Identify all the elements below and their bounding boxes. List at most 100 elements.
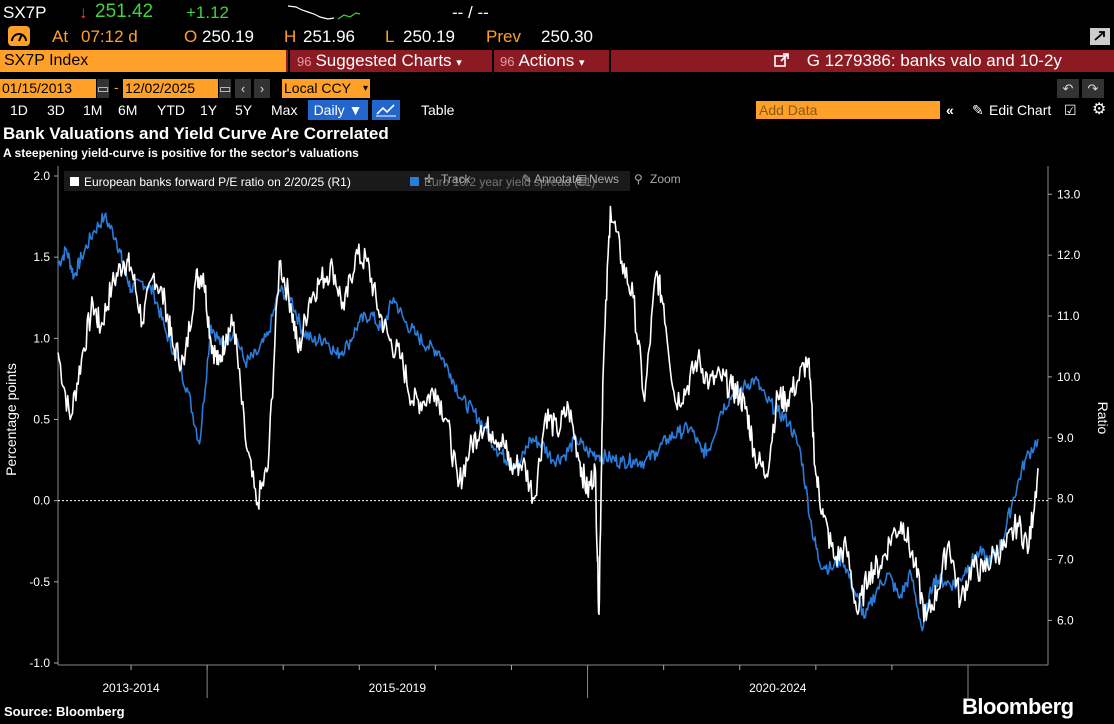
- dropdown-icon: ▾: [362, 83, 368, 94]
- open-label: O: [184, 27, 198, 46]
- period-1m[interactable]: 1M: [83, 102, 103, 118]
- low-label: L: [385, 27, 395, 46]
- period-5y[interactable]: 5Y: [235, 102, 253, 118]
- quote-line-1: SX7P ↓ 251.42 +1.12 -- / --: [0, 0, 1114, 24]
- menu-number: 96: [297, 54, 312, 69]
- edit-chart-button[interactable]: Edit Chart: [989, 102, 1052, 118]
- left-tick-label: -0.5: [29, 575, 50, 589]
- at-label: At: [52, 27, 69, 46]
- chart-id-link[interactable]: G 1279386: banks valo and 10-2y: [774, 50, 1062, 72]
- end-date-field[interactable]: 12/02/2025: [123, 79, 218, 98]
- source-note: Source: Bloomberg: [4, 704, 125, 719]
- table-button[interactable]: Table: [421, 102, 455, 118]
- calendar-icon[interactable]: ▭: [219, 79, 232, 98]
- annotate-button[interactable]: Annotate: [534, 172, 582, 186]
- left-tick-label: 2.0: [33, 169, 50, 183]
- right-tick-label: 7.0: [1057, 553, 1074, 567]
- period-6m[interactable]: 6M: [118, 102, 138, 118]
- security-field[interactable]: SX7P Index: [0, 50, 286, 72]
- left-tick-label: 0.5: [33, 413, 50, 427]
- prev-period-icon[interactable]: ‹: [235, 79, 251, 98]
- actions-label: Actions: [518, 51, 575, 70]
- period-ytd[interactable]: YTD: [157, 102, 185, 118]
- prev-label: Prev: [486, 27, 521, 46]
- undo-icon[interactable]: ↶: [1057, 79, 1079, 98]
- left-axis-title: Percentage points: [3, 363, 19, 476]
- bid-ask: -- / --: [452, 3, 489, 22]
- open-value: 250.19: [202, 27, 254, 46]
- legend-label-pe: European banks forward P/E ratio on 2/20…: [84, 175, 351, 189]
- date-bar: 01/15/2013 ▭ - 12/02/2025 ▭ ‹ › Local CC…: [0, 78, 1114, 100]
- right-tick-label: 9.0: [1057, 431, 1074, 445]
- gear-icon[interactable]: ⚙: [1092, 101, 1107, 118]
- period-1d[interactable]: 1D: [10, 102, 28, 118]
- expand-icon[interactable]: [1090, 28, 1110, 45]
- separator: [492, 50, 494, 72]
- chart-settings-icon[interactable]: ☑: [1064, 102, 1077, 118]
- legend-swatch-white: [70, 177, 79, 186]
- annotate-icon[interactable]: ✎: [522, 172, 532, 186]
- quote-line-2: At 07:12 d O 250.19 H 251.96 L 250.19 Pr…: [0, 24, 1114, 48]
- command-bar: SX7P Index 96 Suggested Charts ▾ 96 Action…: [0, 50, 1114, 72]
- chart-toolbar: ✛ Track ✎ Annotate ▤ News ⚲ Zoom: [424, 172, 681, 186]
- news-button[interactable]: News: [589, 172, 619, 186]
- chart-axes: 2.0 1.5 1.0 0.5 0.0 -0.5 -1.0 13.0 12.0 11.0 10.0 9…: [3, 166, 1111, 698]
- sparkline-icon: [288, 5, 360, 20]
- high-label: H: [284, 27, 297, 46]
- left-tick-label: 1.0: [33, 331, 50, 345]
- date-dash: -: [114, 79, 119, 95]
- chart-area[interactable]: 2.0 1.5 1.0 0.5 0.0 -0.5 -1.0 13.0 12.0 11.0 10.0 9…: [0, 160, 1114, 700]
- net-change: +1.12: [186, 3, 230, 22]
- right-tick-label: 10.0: [1057, 370, 1081, 384]
- next-period-icon[interactable]: ›: [254, 79, 270, 98]
- prev-value: 250.30: [541, 27, 593, 46]
- track-icon[interactable]: ✛: [424, 172, 434, 186]
- legend-swatch-blue: [410, 177, 419, 186]
- period-1y[interactable]: 1Y: [200, 102, 218, 118]
- high-value: 251.96: [303, 27, 355, 46]
- line-chart-icon[interactable]: [372, 100, 400, 120]
- add-data-input[interactable]: Add Data: [756, 101, 940, 119]
- currency-select[interactable]: Local CCY ▾: [282, 79, 370, 98]
- actions-menu[interactable]: 96 Actions ▾: [500, 50, 584, 72]
- right-axis-title: Ratio: [1095, 402, 1111, 435]
- track-button[interactable]: Track: [441, 172, 472, 186]
- right-tick-label: 13.0: [1057, 187, 1081, 201]
- period-3d[interactable]: 3D: [47, 102, 65, 118]
- start-date-field[interactable]: 01/15/2013: [0, 79, 96, 98]
- right-tick-label: 11.0: [1057, 309, 1080, 323]
- ticker: SX7P: [3, 3, 47, 22]
- chart-legend: European banks forward P/E ratio on 2/20…: [64, 171, 630, 191]
- zoom-icon[interactable]: ⚲: [634, 172, 643, 186]
- collapse-icon[interactable]: «: [946, 102, 954, 118]
- legend-label-spread: Euro 10/2 year yield spread (L1): [424, 175, 595, 189]
- low-value: 250.19: [403, 27, 455, 46]
- right-tick-label: 6.0: [1057, 613, 1074, 627]
- period-bar: 1D 3D 1M 6M YTD 1Y 5Y Max Daily ▼ Table …: [0, 99, 1114, 121]
- frequency-select[interactable]: Daily ▼: [308, 100, 368, 120]
- redo-icon[interactable]: ↷: [1082, 79, 1104, 98]
- left-tick-label: 1.5: [33, 250, 50, 264]
- period-max[interactable]: Max: [271, 102, 298, 118]
- external-link-icon: [774, 50, 790, 72]
- left-tick-label: 0.0: [33, 494, 50, 508]
- left-tick-label: -1.0: [29, 656, 50, 670]
- chart-subtitle: A steepening yield-curve is positive for…: [3, 146, 359, 160]
- legend-background: [64, 171, 630, 191]
- x-axis-label: 2020-2024: [749, 681, 807, 695]
- separator: [609, 50, 611, 72]
- zoom-button[interactable]: Zoom: [650, 172, 681, 186]
- x-axis-label: 2013-2014: [102, 681, 160, 695]
- chart-id-text: G 1279386: banks valo and 10-2y: [806, 51, 1062, 70]
- currency-label: Local CCY: [284, 80, 351, 96]
- menu-number: 96: [500, 54, 515, 69]
- dropdown-icon: ▾: [578, 57, 585, 69]
- pencil-icon: ✎: [972, 102, 984, 118]
- suggested-charts-menu[interactable]: 96 Suggested Charts ▾: [297, 50, 462, 72]
- bloomberg-logo: Bloomberg: [962, 694, 1074, 719]
- last-price: 251.42: [95, 1, 154, 22]
- calendar-icon[interactable]: ▭: [97, 79, 110, 98]
- series-line-forward-pe: [57, 205, 1039, 623]
- news-icon[interactable]: ▤: [576, 172, 587, 186]
- suggested-charts-label: Suggested Charts: [315, 51, 452, 70]
